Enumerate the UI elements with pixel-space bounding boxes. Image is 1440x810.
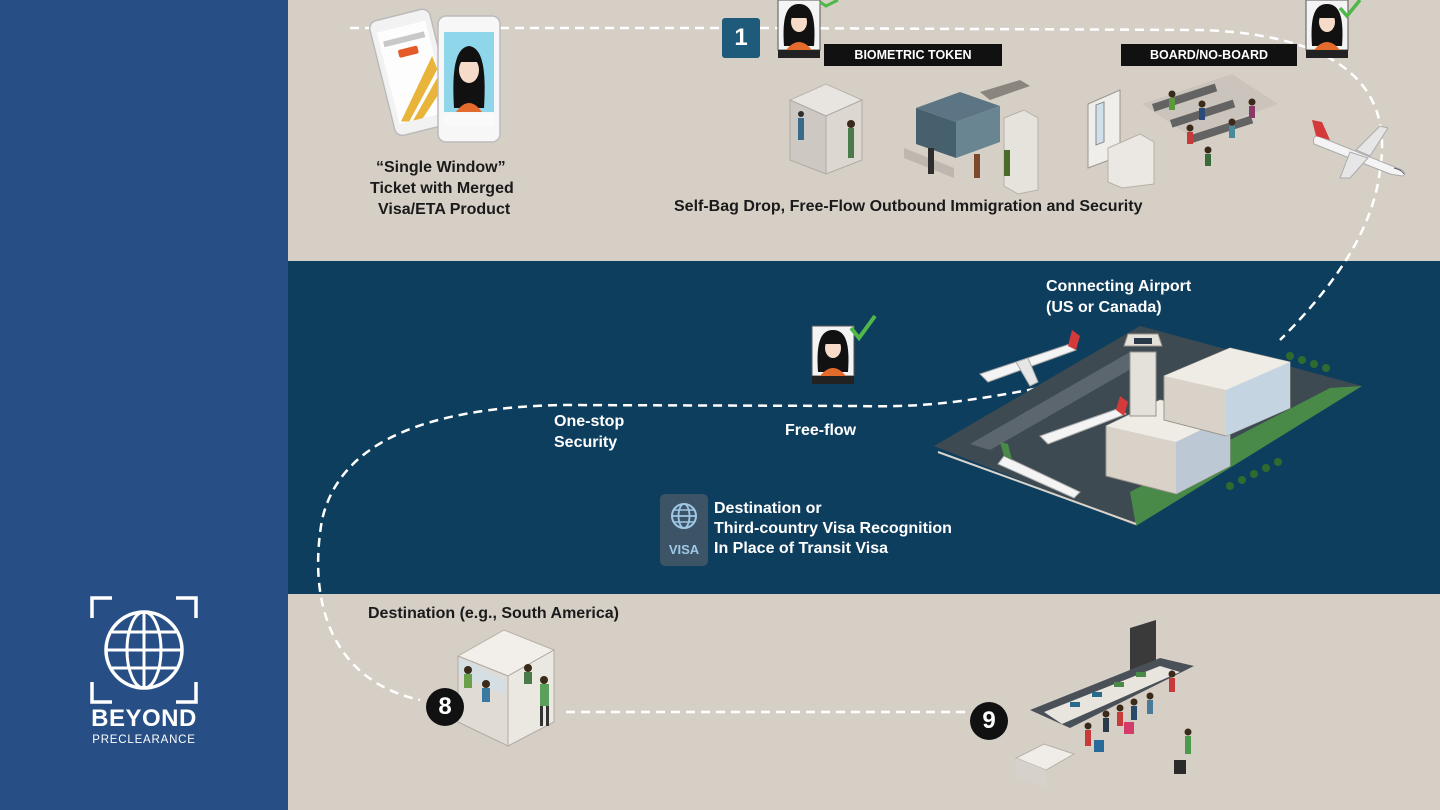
airplane-icon bbox=[1312, 120, 1406, 179]
face-id-icon bbox=[811, 325, 855, 384]
kiosk-icon bbox=[788, 83, 864, 175]
connecting-airport-line-1: Connecting Airport bbox=[1046, 278, 1192, 295]
biometric-token-tag: BIOMETRIC TOKEN bbox=[824, 44, 1002, 66]
visa-recognition-line-2: Third-country Visa Recognition bbox=[714, 520, 952, 537]
single-window-line-1: “Single Window” bbox=[376, 159, 506, 176]
visa-globe-icon bbox=[671, 503, 697, 529]
face-id-icon bbox=[777, 0, 821, 58]
one-stop-line-1: One-stop bbox=[554, 413, 625, 430]
check-icon bbox=[849, 314, 877, 342]
visa-recognition-line-3: In Place of Transit Visa bbox=[714, 540, 888, 557]
departure-process-label: Self-Bag Drop, Free-Flow Outbound Immigr… bbox=[674, 198, 1143, 215]
destination-label: Destination (e.g., South America) bbox=[368, 605, 619, 622]
smartphone-icon bbox=[369, 8, 501, 143]
immigration-booth-icon bbox=[456, 629, 556, 747]
security-gate-icon bbox=[904, 80, 1039, 195]
visa-badge-label: VISA bbox=[668, 542, 700, 557]
board-no-board-tag: BOARD/NO-BOARD bbox=[1121, 44, 1297, 66]
connecting-airport-line-2: (US or Canada) bbox=[1046, 299, 1162, 316]
check-icon bbox=[819, 0, 839, 8]
brand-subtitle: PRECLEARANCE bbox=[92, 734, 196, 746]
step-8-badge: 8 bbox=[426, 688, 464, 726]
baggage-carousel-icon bbox=[1014, 620, 1194, 788]
step-9-badge: 9 bbox=[970, 702, 1008, 740]
airport-icon bbox=[934, 326, 1362, 526]
face-id-icon bbox=[1305, 0, 1349, 58]
single-window-line-2: Ticket with Merged bbox=[370, 180, 514, 197]
globe-icon bbox=[90, 596, 198, 704]
gate-lounge-icon bbox=[1087, 74, 1278, 189]
free-flow-label: Free-flow bbox=[785, 422, 857, 439]
brand-name: BEYOND bbox=[91, 705, 197, 732]
step-1-badge: 1 bbox=[722, 18, 760, 58]
one-stop-line-2: Security bbox=[554, 434, 618, 451]
single-window-line-3: Visa/ETA Product bbox=[378, 201, 511, 218]
visa-recognition-line-1: Destination or bbox=[714, 500, 822, 517]
visa-badge: VISA bbox=[660, 494, 708, 566]
check-icon bbox=[1338, 0, 1362, 19]
